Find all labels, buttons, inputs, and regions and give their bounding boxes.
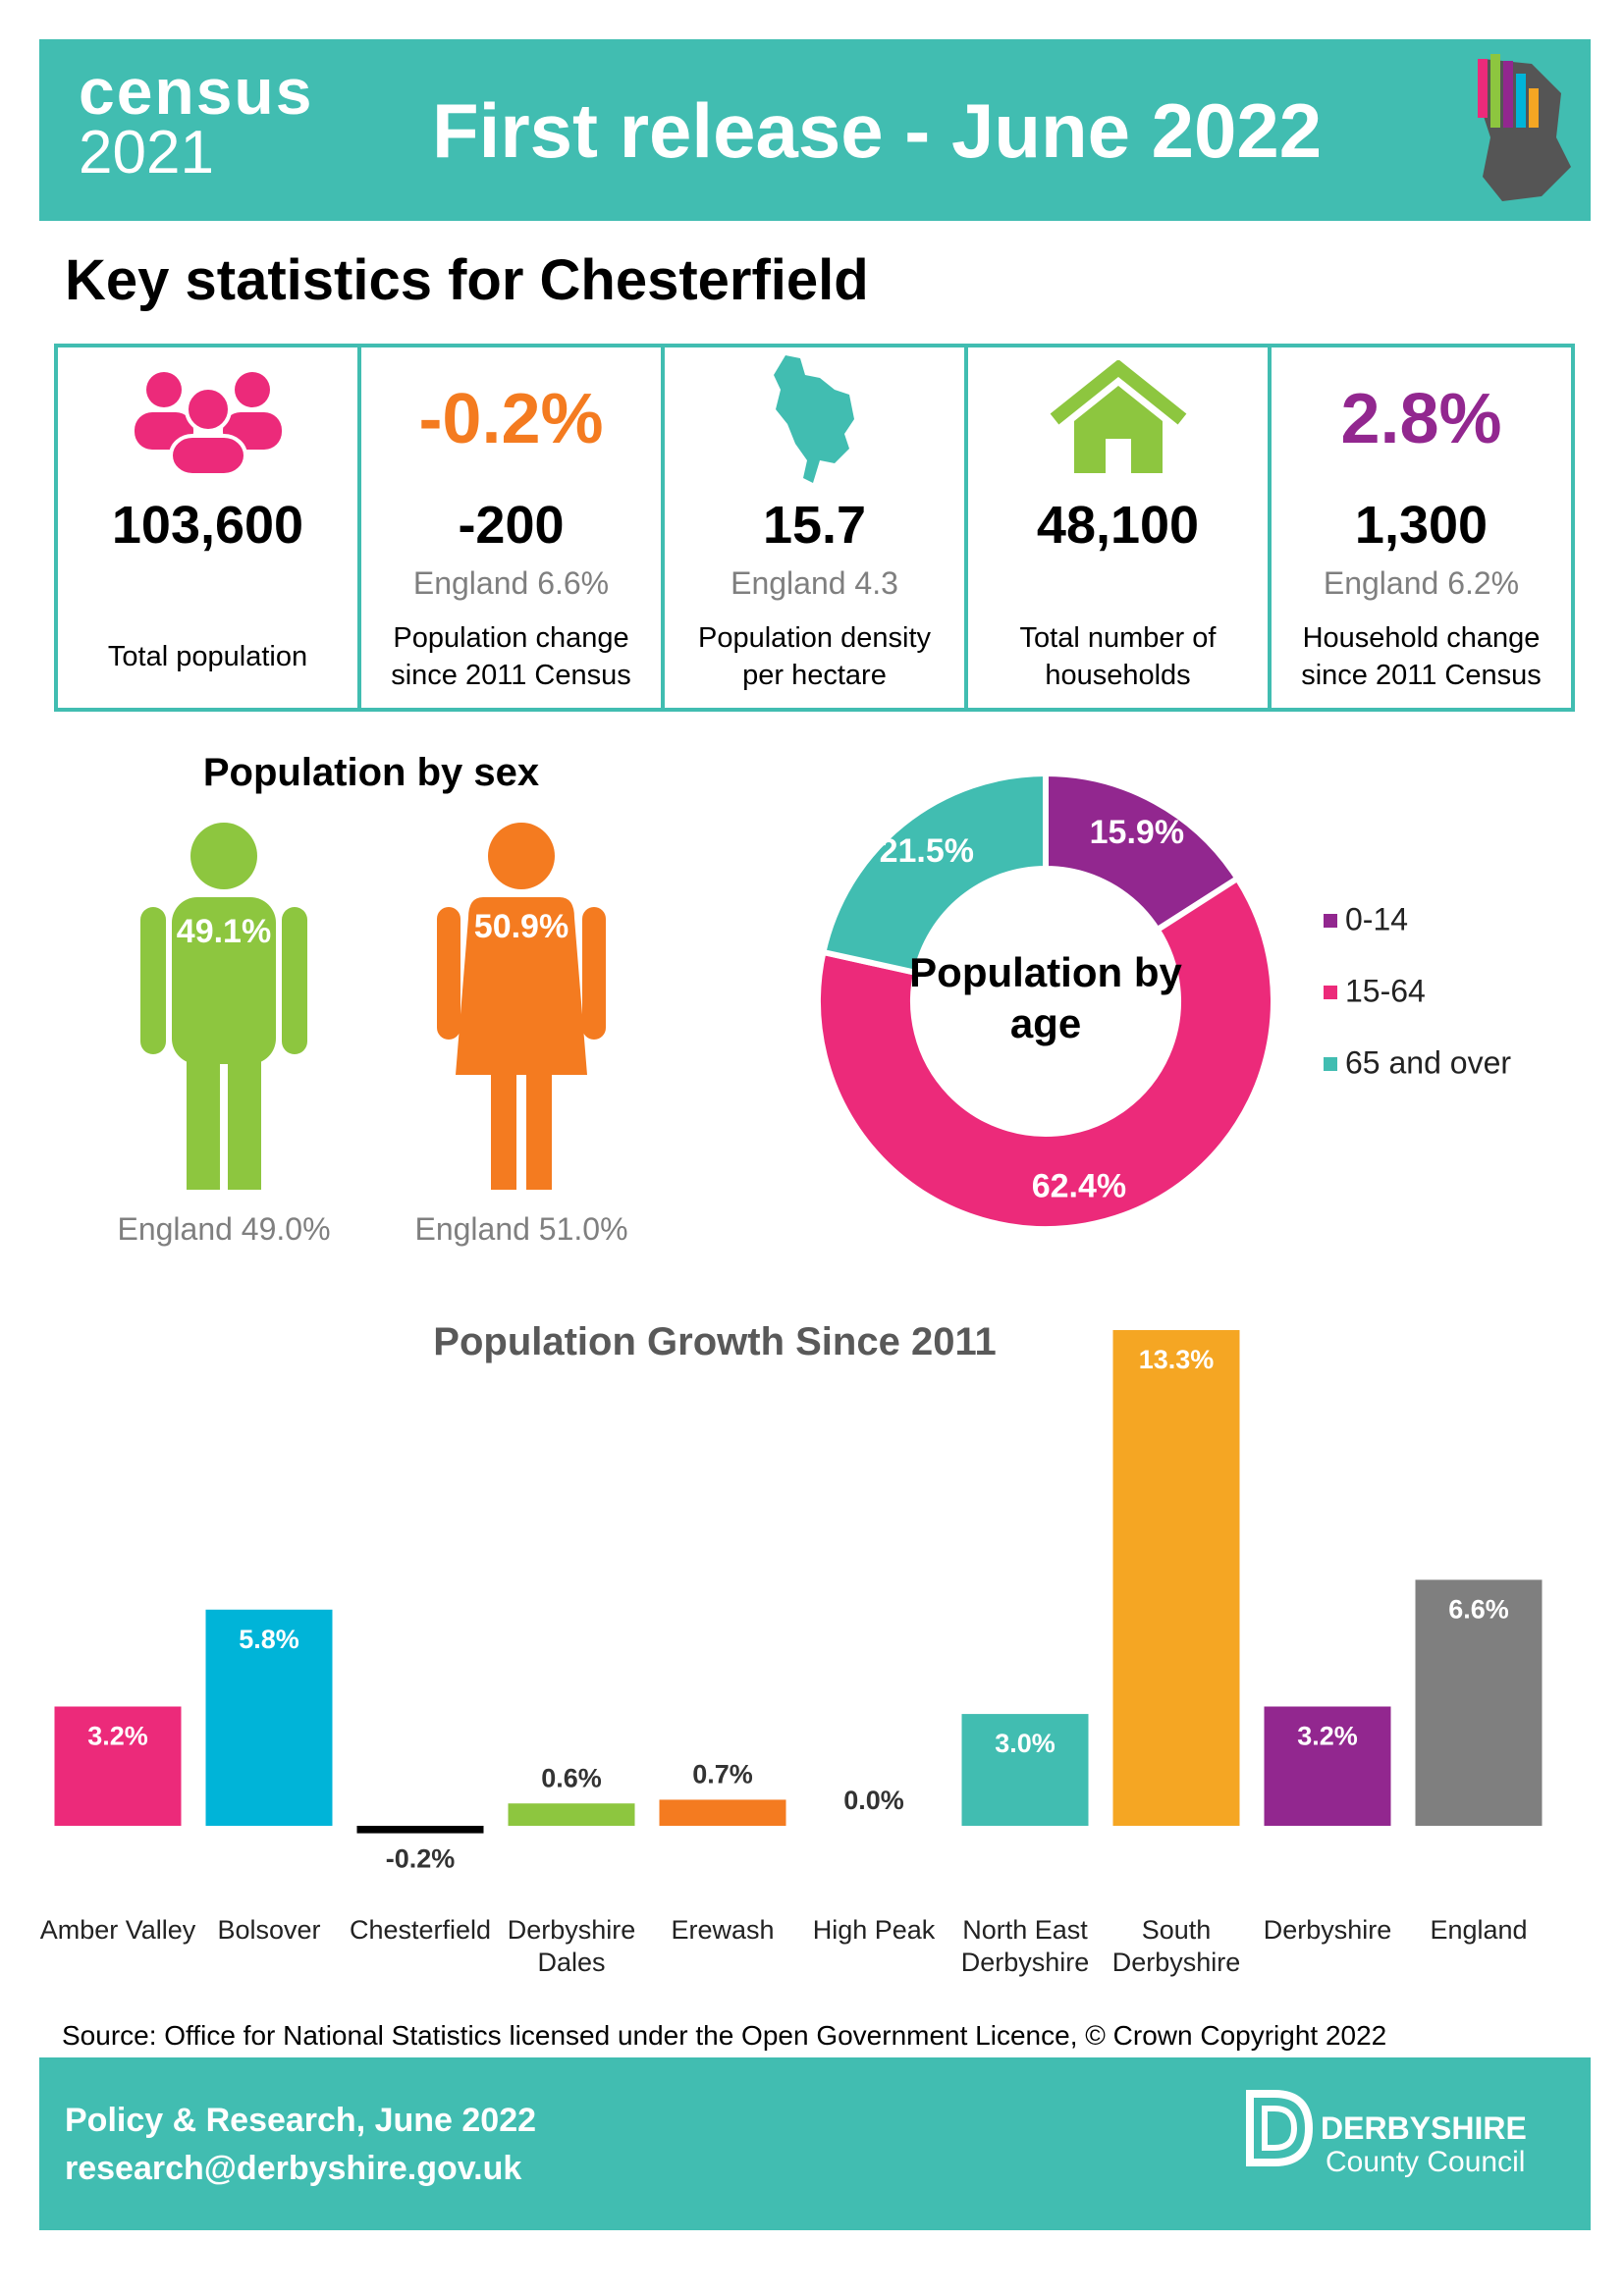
stat-value: 103,600 bbox=[111, 496, 304, 555]
bar bbox=[1264, 1706, 1391, 1826]
stat-cell: 48,100 Total number of households bbox=[968, 347, 1272, 708]
female-figure bbox=[437, 823, 606, 1190]
footer-line1: Policy & Research, June 2022 bbox=[65, 2102, 537, 2139]
header-map-icon bbox=[1478, 54, 1571, 201]
stat-label: Household change since 2011 Census bbox=[1301, 622, 1542, 691]
stat-headline: 2.8% bbox=[1340, 379, 1502, 458]
bar bbox=[659, 1799, 786, 1826]
stat-label: Population density per hectare bbox=[698, 622, 931, 691]
legend-swatch bbox=[1324, 914, 1337, 928]
legend-swatch bbox=[1324, 986, 1337, 999]
stat-headline: -0.2% bbox=[418, 379, 604, 458]
x-category-label: High Peak bbox=[812, 1915, 936, 1945]
stat-label: Total number of households bbox=[1019, 622, 1217, 691]
bar-value-label: 0.0% bbox=[843, 1786, 904, 1815]
x-category-label: South Derbyshire bbox=[1111, 1915, 1241, 1977]
x-category-label: Chesterfield bbox=[349, 1915, 492, 1945]
male-figure bbox=[140, 823, 307, 1190]
header-title: First release - June 2022 bbox=[432, 87, 1323, 174]
legend-label: 65 and over bbox=[1345, 1044, 1511, 1080]
stat-cell: 2.8% 1,300 England 6.2% Household change… bbox=[1272, 347, 1571, 708]
stat-value: -200 bbox=[458, 496, 565, 555]
bar-value-label: 13.3% bbox=[1139, 1345, 1215, 1374]
footer-line2: research@derbyshire.gov.uk bbox=[65, 2150, 522, 2187]
x-category-label: Derbyshire Dales bbox=[507, 1915, 636, 1977]
stat-value: 48,100 bbox=[1036, 496, 1200, 555]
donut-segment bbox=[819, 770, 1049, 977]
donut-label: 62.4% bbox=[1032, 1167, 1126, 1204]
stat-value: 15.7 bbox=[762, 496, 867, 555]
sex-title: Population by sex bbox=[202, 751, 540, 794]
legend-swatch bbox=[1324, 1057, 1337, 1071]
bar-value-label: 3.2% bbox=[1297, 1722, 1358, 1751]
bar bbox=[1112, 1330, 1240, 1826]
stat-label: Total population bbox=[107, 641, 308, 672]
female-share: 50.9% bbox=[473, 908, 569, 945]
org-sub: County Council bbox=[1326, 2146, 1526, 2178]
bar-value-label: 5.8% bbox=[239, 1625, 299, 1654]
legend-label: 0-14 bbox=[1345, 901, 1408, 936]
bar bbox=[54, 1706, 182, 1826]
donut-segment bbox=[815, 874, 1276, 1232]
legend-label: 15-64 bbox=[1345, 973, 1426, 1008]
house-icon bbox=[1050, 359, 1186, 473]
bar bbox=[205, 1609, 333, 1826]
x-category-label: Derbyshire bbox=[1263, 1915, 1392, 1945]
bar bbox=[961, 1714, 1089, 1826]
stat-comparison: England 4.3 bbox=[731, 565, 898, 601]
source: Source: Office for National Statistics l… bbox=[62, 2020, 1387, 2051]
heading: Key statistics for Chesterfield bbox=[65, 248, 869, 312]
female-england: England 51.0% bbox=[414, 1211, 628, 1247]
bar-value-label: 6.6% bbox=[1448, 1595, 1509, 1625]
logo-year: 2021 bbox=[79, 119, 214, 187]
map-icon bbox=[773, 354, 854, 483]
x-category-label: Erewash bbox=[671, 1915, 775, 1945]
bar bbox=[508, 1803, 635, 1826]
footer-band bbox=[39, 2057, 1591, 2230]
stat-comparison: England 6.6% bbox=[412, 565, 610, 601]
stat-cell: -0.2% -200 England 6.6% Population chang… bbox=[361, 347, 665, 708]
donut-label: 21.5% bbox=[880, 832, 974, 870]
bar-chart-title: Population Growth Since 2011 bbox=[433, 1320, 997, 1363]
x-category-label: North East Derbyshire bbox=[960, 1915, 1090, 1977]
bar bbox=[356, 1826, 484, 1834]
stat-comparison: England 6.2% bbox=[1323, 565, 1520, 601]
bar-value-label: 0.7% bbox=[692, 1760, 753, 1789]
x-category-label: Amber Valley bbox=[39, 1915, 196, 1945]
people-icon bbox=[134, 371, 282, 473]
org-logo-mark bbox=[1246, 2090, 1314, 2166]
bar bbox=[1415, 1579, 1543, 1826]
x-category-label: Bolsover bbox=[217, 1915, 321, 1945]
bar-value-label: 0.6% bbox=[541, 1763, 602, 1792]
male-share: 49.1% bbox=[176, 913, 272, 950]
stat-label: Population change since 2011 Census bbox=[391, 622, 631, 691]
org-name: DERBYSHIRE bbox=[1321, 2110, 1527, 2146]
bar-value-label: -0.2% bbox=[386, 1844, 456, 1874]
header-band bbox=[39, 39, 1591, 221]
bar-value-label: 3.2% bbox=[87, 1722, 148, 1751]
x-category-label: England bbox=[1430, 1915, 1528, 1945]
stats-panel: 103,600 Total population -0.2% -200 Engl… bbox=[54, 344, 1575, 712]
donut-title: Population by age bbox=[909, 949, 1182, 1046]
stat-value: 1,300 bbox=[1354, 496, 1489, 555]
bar-value-label: 3.0% bbox=[995, 1729, 1056, 1758]
donut-segment bbox=[1043, 770, 1242, 934]
donut-label: 15.9% bbox=[1090, 814, 1184, 851]
stat-cell: 103,600 Total population bbox=[58, 347, 361, 708]
logo-word: census bbox=[79, 55, 314, 128]
male-england: England 49.0% bbox=[117, 1211, 331, 1247]
stat-cell: 15.7 England 4.3 Population density per … bbox=[665, 347, 968, 708]
